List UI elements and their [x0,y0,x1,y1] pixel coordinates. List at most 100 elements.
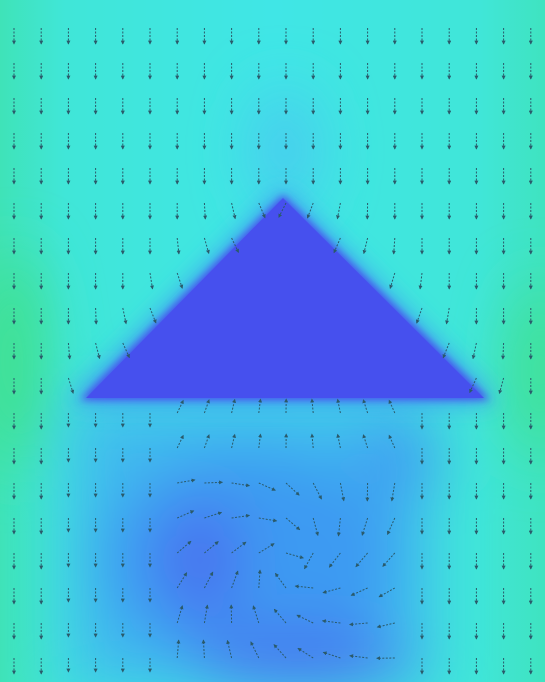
flow-arrow [362,237,369,255]
flow-arrow [339,482,346,502]
field-shading [0,90,545,682]
flow-arrow [177,510,195,519]
flow-arrow [176,605,184,624]
flow-arrow [176,639,181,659]
flow-arrow [442,342,450,359]
flow-arrow [278,202,287,218]
flow-arrow [257,569,262,589]
arrow-grid [12,28,533,675]
flow-arrow [296,614,314,624]
flow-arrow [231,541,247,554]
flow-arrow [204,480,224,485]
flow-arrow [297,647,314,659]
flow-arrow [176,540,192,554]
flow-arrow [471,342,477,360]
flow-arrow [250,641,260,659]
flow-arrow [231,237,239,254]
flow-arrow [274,572,287,589]
flow-arrow [285,552,304,559]
flow-arrow [67,377,75,394]
flow-arrow [176,434,184,449]
flow-arrow [312,517,319,537]
flow-arrow [226,639,233,659]
flow-arrow [350,587,368,596]
flow-arrow [204,511,223,519]
flow-arrow [176,399,184,414]
flow-arrow [273,608,287,624]
flow-arrow [231,482,251,488]
flow-arrow [388,399,396,414]
flow-arrow [376,622,395,629]
flow-arrow [445,307,450,325]
flow-arrow [67,342,72,360]
flow-arrow [122,342,130,359]
flow-arrow [203,237,210,255]
flow-arrow [95,342,101,360]
flow-arrow [336,517,341,537]
flow-arrow [149,272,154,290]
flow-arrow [387,517,396,536]
flow-arrow [304,552,314,570]
flow-arrow [336,398,341,414]
flow-arrow [204,541,219,554]
flow-arrow [388,434,396,449]
flow-arrow [149,307,157,324]
flow-arrow [312,482,322,500]
flow-arrow [333,237,341,254]
flow-arrow [258,398,263,414]
triangle-obstacle [86,198,484,398]
flow-arrow [391,237,396,255]
flow-arrow [378,587,396,598]
flow-arrow [418,272,423,290]
flow-arrow [176,272,184,289]
flow-arrow [258,433,263,449]
flow-arrow [176,237,181,255]
flow-arrow [176,572,188,589]
flow-arrow [285,482,300,496]
flow-arrow [336,433,341,449]
flow-arrow [203,604,209,624]
flow-arrow [258,543,275,554]
flow-arrow [231,433,236,449]
flow-arrow [382,552,396,567]
flow-arrow [349,622,368,627]
flow-arrow [231,202,237,220]
flow-arrow [349,654,368,659]
flow-arrow [231,513,251,519]
flow-arrow [294,584,314,589]
flow-arrow [177,478,196,484]
flow-arrow [415,307,423,324]
flow-arrow [310,433,315,449]
flow-arrow [390,482,396,502]
flow-arrow [258,517,278,523]
flow-arrow [273,644,287,659]
flow-arrow [203,571,214,589]
flow-arrow [501,342,506,360]
flow-arrow [203,434,210,449]
flow-arrow [203,202,208,220]
flow-arrow [285,517,301,531]
flow-arrow [122,307,128,325]
flow-arrow [252,605,260,624]
flow-arrow [362,434,369,449]
flow-arrow [231,570,239,589]
flow-arrow [469,377,477,394]
flow-arrow [258,482,276,491]
flow-arrow [203,399,210,414]
flow-arrow [201,639,206,659]
flow-arrow [94,307,99,325]
flow-arrow [498,377,505,395]
flow-arrow [322,651,341,659]
flow-arrow [322,587,341,594]
flow-arrow [362,399,369,414]
flow-arrow [310,398,315,414]
flow-arrow [328,552,341,568]
flow-arrow [355,552,368,568]
flow-arrow [258,202,266,219]
flow-arrow [361,517,369,536]
flow-arrow [389,272,396,289]
flow-arrow [321,619,341,624]
flow-arrow [336,202,341,220]
